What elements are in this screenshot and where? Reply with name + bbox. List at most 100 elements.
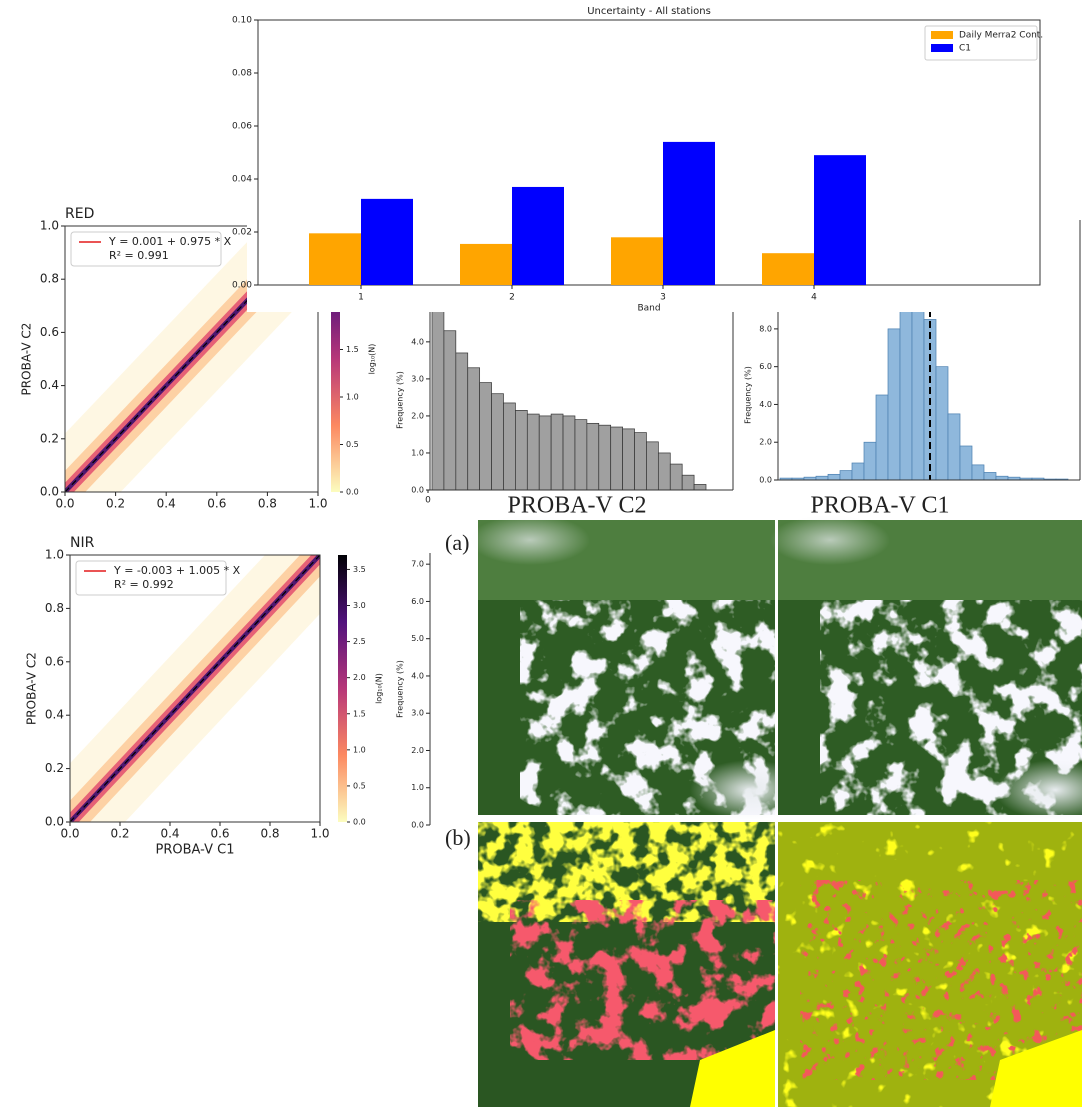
histogram-bar (598, 424, 612, 490)
y-tick-label: 0.0 (411, 821, 424, 830)
colorbar-tick-label: 0.5 (353, 781, 366, 790)
y-tick-label: 0.06 (232, 122, 252, 132)
y-tick-label: 7.0 (411, 560, 424, 569)
identity-line (69, 554, 321, 823)
y-tick-label: 0.0 (40, 485, 59, 499)
bars (431, 310, 707, 490)
y-tick-label: 8.0 (759, 324, 772, 333)
y-tick-label: 4.0 (759, 400, 772, 409)
histogram-bar (562, 415, 576, 490)
x-tick-label: 0.6 (207, 497, 226, 511)
histogram-bar (479, 382, 492, 490)
bar (611, 237, 663, 285)
y-tick-label: 3.0 (411, 374, 424, 383)
x-axis-label: Band (637, 304, 660, 314)
x-tick-label: 0.4 (160, 827, 179, 841)
colorbar-tick-label: 1.5 (346, 345, 359, 354)
histogram-bar (815, 475, 829, 480)
legend-frame (75, 560, 227, 596)
colorbar-tick-label: 1.5 (353, 709, 366, 718)
column-title: PROBA-V C1 (811, 493, 950, 519)
colorbar-tick-label: 3.5 (353, 565, 366, 574)
colorbar-tick-label: 2.0 (353, 673, 366, 682)
x-tick-label: 3 (660, 293, 666, 303)
y-tick-label: 4.0 (411, 671, 424, 680)
histogram-bar (503, 402, 516, 490)
y-tick-label: 6.0 (411, 597, 424, 606)
histogram: 0.0 1.0 2.0 3.0 4.0 Frequency (%) 0 (396, 220, 734, 506)
bar (309, 233, 361, 285)
x-tick-label: 0.6 (210, 827, 229, 841)
y-tick-label: 0.00 (232, 281, 252, 291)
colorbar (338, 555, 347, 822)
histogram-bar (443, 330, 457, 490)
colorbar (331, 226, 340, 492)
histogram-bar (693, 484, 707, 490)
y-tick-label: 2.0 (411, 746, 424, 755)
x-tick-label: 0 (425, 496, 431, 506)
y-tick-label: 1.0 (411, 448, 424, 457)
histogram-bar (467, 367, 481, 490)
row-label: (b) (445, 825, 471, 850)
r2-label: R² = 0.992 (114, 578, 174, 591)
legend-label: Daily Merra2 Cont. (959, 31, 1043, 41)
plot-title: RED (65, 206, 94, 222)
image-c1-rgb (770, 515, 1082, 820)
y-tick-label: 1.0 (411, 783, 424, 792)
bar (512, 186, 564, 285)
histogram-bar (669, 463, 683, 490)
histogram-bar (574, 419, 588, 490)
histogram-bar (839, 470, 853, 480)
colorbar-tick-label: 0.5 (346, 440, 359, 449)
chart-title: Uncertainty - All stations (587, 6, 711, 17)
histogram-bar (610, 426, 623, 490)
histogram-bar (550, 413, 564, 490)
histogram-bar (947, 413, 961, 480)
y-axis-label: PROBA-V C2 (25, 652, 39, 725)
histogram-bar (431, 310, 445, 490)
density-plot: 0.0 0.2 0.4 0.6 0.8 1.0 PROBA-V C2 0.0 0.2 0.4 0.6… (25, 535, 384, 858)
colorbar-tick-label: 0.0 (353, 818, 366, 827)
colorbar-label: log₁₀(N) (368, 344, 377, 375)
histogram-bar (887, 328, 901, 480)
histogram-bar (491, 393, 504, 490)
image-c1-mask (778, 822, 1082, 1107)
bar (762, 253, 814, 285)
colorbar-tick-label: 1.0 (346, 393, 359, 402)
histogram-bar (851, 462, 865, 480)
legend-label: C1 (959, 44, 971, 54)
plot-frame (69, 554, 321, 823)
histogram: 0.0 1.0 2.0 3.0 4.0 5.0 6.0 7.0 Frequency (%) (396, 553, 431, 830)
histogram-bar (995, 475, 1009, 480)
x-tick-label: 0.4 (157, 497, 176, 511)
x-tick-label: 4 (811, 293, 817, 303)
histogram-bar (983, 472, 997, 480)
y-tick-label: 6.0 (759, 362, 772, 371)
y-tick-label: 0.4 (40, 378, 59, 392)
bar-chart: Uncertainty - All stations 0.00 0.02 0.04 0.… (232, 0, 1050, 314)
colorbar-tick-label: 2.5 (353, 637, 366, 646)
histogram-bar (971, 464, 985, 480)
histogram-bar (646, 441, 659, 490)
r2-label: R² = 0.991 (109, 249, 169, 262)
y-tick-label: 0.0 (45, 815, 64, 829)
y-tick-label: 0.0 (411, 486, 424, 495)
plot-frame (64, 225, 319, 493)
y-axis-label: Frequency (%) (396, 660, 405, 718)
colorbar-tick-label: 1.0 (353, 745, 366, 754)
y-tick-label: 0.8 (40, 272, 59, 286)
y-tick-label: 0.6 (40, 325, 59, 339)
histogram-bar (875, 394, 889, 480)
y-tick-label: 0.02 (232, 228, 252, 238)
row-label: (a) (445, 530, 469, 555)
colorbar-tick-label: 3.0 (353, 601, 366, 610)
y-tick-label: 2.0 (759, 438, 772, 447)
y-tick-label: 0.8 (45, 601, 64, 615)
histogram-bar (538, 415, 552, 490)
y-tick-label: 3.0 (411, 709, 424, 718)
histogram-bar (657, 452, 671, 490)
x-axis-label: PROBA-V C1 (156, 843, 235, 858)
y-tick-label: 2.0 (411, 411, 424, 420)
x-tick-label: 1.0 (310, 827, 329, 841)
